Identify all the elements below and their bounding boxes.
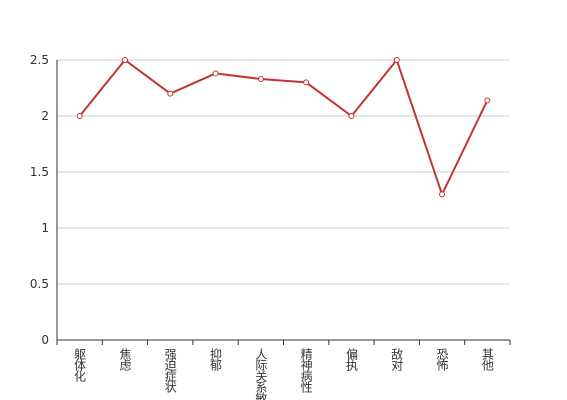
y-tick-label: 1.5 [30,165,49,179]
x-tick-label: 恐怖 [435,348,449,371]
x-tick-label: 精神病性 [299,348,313,394]
y-tick-label: 0.5 [30,277,49,291]
point [484,97,491,104]
x-tick-label: 躯体化 [73,347,87,383]
y-tick-label: 1 [41,221,49,235]
y-tick-label: 2 [41,109,49,123]
point [257,76,264,83]
point [76,113,83,119]
line [78,57,489,198]
x-tick-label: 人际关系敏感 [254,348,268,400]
point [393,57,400,63]
point [121,57,128,63]
x-tick-label: 抑郁 [209,347,223,372]
point [303,79,310,86]
x-tick-label: 强迫症状 [163,348,177,393]
y-tick-label: 2.5 [30,53,49,67]
y-tick-label: 0 [41,333,49,347]
x-tick-label: 焦虑 [118,348,132,371]
point [212,70,219,77]
point [348,113,355,119]
x-tick-label: 偏执 [344,347,358,372]
point [439,191,446,198]
x-tick-label: 其他 [480,348,494,371]
point [167,90,174,97]
x-tick-label: 敌对 [390,347,404,371]
